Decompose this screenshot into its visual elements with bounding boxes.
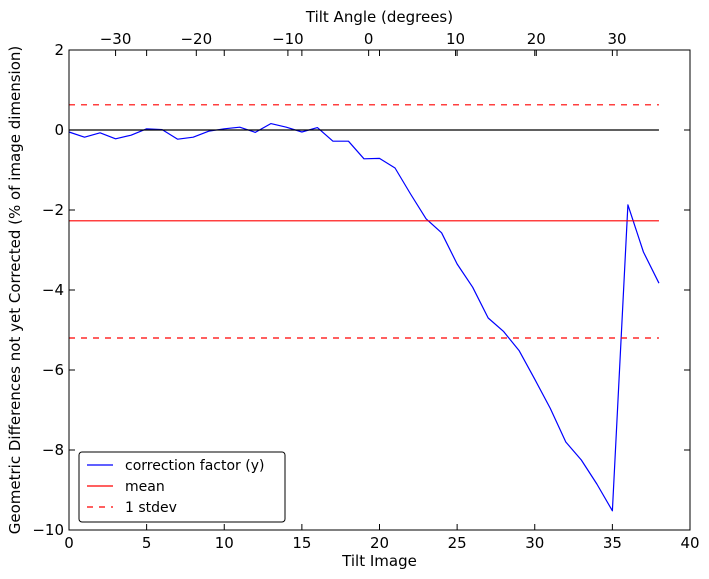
x-tick-label: 30 — [525, 534, 544, 552]
x-tick-label: 10 — [215, 534, 234, 552]
y-tick-label: −10 — [32, 521, 64, 539]
top-axis-label: Tilt Angle (degrees) — [305, 8, 453, 26]
y-tick-label: −4 — [42, 281, 64, 299]
x-tick-label: 5 — [142, 534, 152, 552]
legend-label-stdev: 1 stdev — [125, 500, 177, 516]
x-tick-label: 0 — [64, 534, 74, 552]
tick-labels: 0 5 10 15 20 25 30 35 40−10−8−6−4−202−30 −20 −10 0 1… — [32, 30, 699, 552]
y-tick-label: 2 — [54, 41, 64, 59]
y-tick-label: −8 — [42, 441, 64, 459]
y-axis-label: Geometric Differences not yet Corrected … — [6, 46, 24, 535]
x-tick-label: 35 — [603, 534, 622, 552]
top-axis-tick-label: −20 — [180, 30, 212, 48]
x-tick-label: 20 — [370, 534, 389, 552]
legend-label-mean: mean — [125, 479, 165, 495]
y-tick-label: −2 — [42, 201, 64, 219]
legend-box — [78, 451, 286, 523]
plot-lines — [68, 104, 660, 512]
x-tick-label: 25 — [448, 534, 467, 552]
top-axis-tick-label: 20 — [527, 30, 546, 48]
top-axis-tick-label: 10 — [446, 30, 465, 48]
top-axis-tick-label: 30 — [607, 30, 626, 48]
legend-label-correction-factor: correction factor (y) — [125, 458, 264, 474]
legend: correction factor (y) mean 1 stdev — [78, 451, 286, 523]
x-tick-label: 40 — [680, 534, 699, 552]
top-axis-tick-label: −30 — [100, 30, 132, 48]
y-tick-label: 0 — [54, 121, 64, 139]
top-axis-tick-label: 0 — [364, 30, 374, 48]
x-axis-label: Tilt Image — [341, 552, 417, 570]
top-axis-tick-label: −10 — [272, 30, 304, 48]
x-tick-label: 15 — [292, 534, 311, 552]
y-tick-label: −6 — [42, 361, 64, 379]
ticks — [68, 49, 691, 531]
series-line-correction-factor-y — [68, 122, 660, 512]
